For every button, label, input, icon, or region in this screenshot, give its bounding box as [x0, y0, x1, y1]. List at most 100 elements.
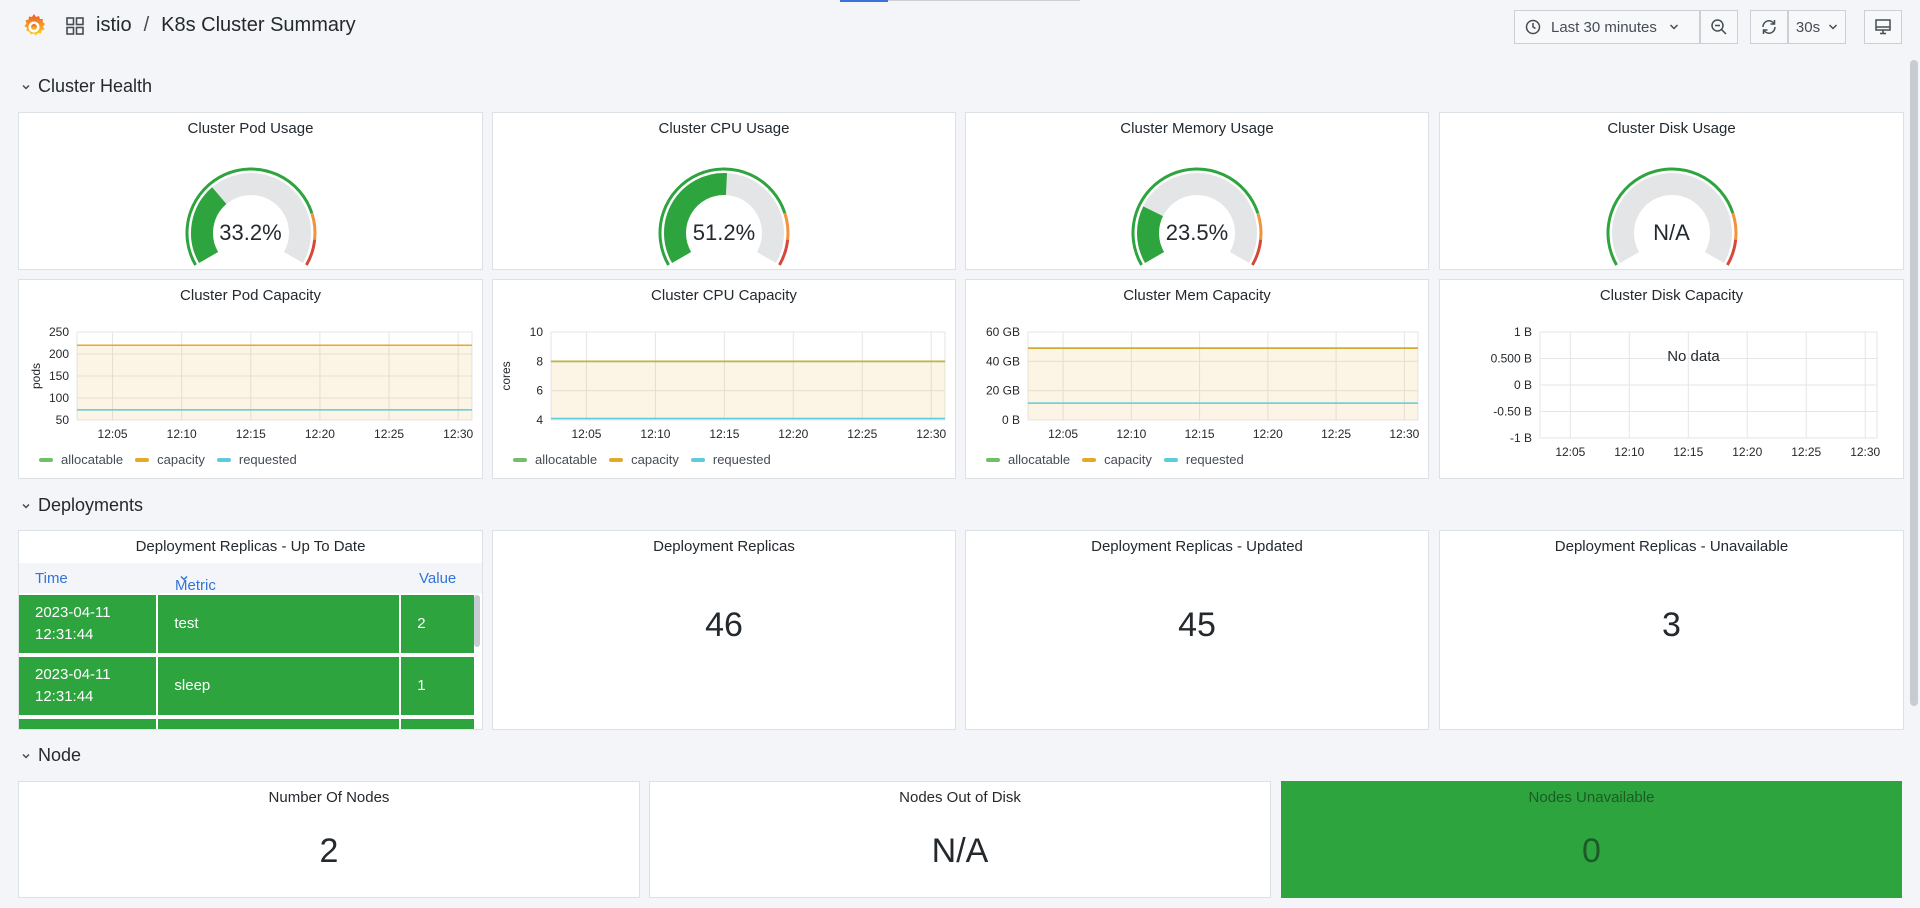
chevron-down-icon	[1829, 24, 1838, 30]
panel-nodes-out-of-disk[interactable]: Nodes Out of Disk N/A	[649, 781, 1271, 898]
row-cluster-health[interactable]: Cluster Health	[20, 76, 152, 97]
gauge-fill	[190, 187, 227, 263]
gauge-threshold-green	[1606, 167, 1734, 266]
cell-time: 2023-04-11 12:31:44	[19, 595, 159, 655]
panel-nodes-unavailable[interactable]: Nodes Unavailable 0	[1281, 781, 1902, 898]
cell-value	[401, 719, 474, 729]
panel-cluster-disk-usage[interactable]: Cluster Disk Usage N/A	[1439, 112, 1904, 270]
legend-item-allocatable[interactable]: allocatable	[986, 452, 1070, 467]
stat-value: 45	[1178, 606, 1216, 644]
chart-legend: allocatable capacity requested	[986, 452, 1256, 467]
x-tick-label: 12:15	[1185, 427, 1215, 440]
legend-item-requested[interactable]: requested	[216, 452, 297, 467]
panel-number-of-nodes[interactable]: Number Of Nodes 2	[18, 781, 640, 898]
panel-cluster-pod-usage[interactable]: Cluster Pod Usage 33.2%	[18, 112, 483, 270]
legend-item-requested[interactable]: requested	[690, 452, 771, 467]
table-row	[19, 719, 474, 729]
panel-deployment-replicas-unavailable[interactable]: Deployment Replicas - Unavailable 3	[1439, 530, 1904, 730]
stat-value: N/A	[931, 832, 989, 870]
y-tick-label: 40 GB	[986, 354, 1020, 368]
chart-plot[interactable]: 60 GB 40 GB 20 GB 0 B 12:05 12:10 12:15 12:20 12…	[966, 280, 1430, 440]
chart-grid: 1 B 0.500 B 0 B -0.50 B -1 B 12:05 12:10 12:15 1…	[1491, 325, 1881, 459]
panel-cluster-pod-capacity[interactable]: Cluster Pod Capacity 250 200 150 100 50 12:05…	[18, 279, 483, 479]
x-tick-label: 12:05	[1048, 427, 1078, 440]
breadcrumb-folder[interactable]: istio	[96, 14, 132, 36]
x-tick-label: 12:25	[847, 427, 877, 440]
chart-legend: allocatable capacity requested	[39, 452, 309, 467]
page-scrollbar[interactable]	[1910, 60, 1918, 706]
panel-title: Cluster CPU Usage	[658, 120, 790, 137]
table-scrollbar[interactable]	[474, 595, 480, 647]
no-data-label: No data	[1667, 348, 1720, 365]
row-node[interactable]: Node	[20, 745, 81, 766]
gauge-threshold-orange	[1256, 212, 1263, 240]
panel-title: Deployment Replicas	[653, 538, 795, 555]
refresh-icon	[1762, 20, 1776, 34]
refresh-button[interactable]	[1750, 10, 1788, 44]
row-title: Cluster Health	[38, 76, 153, 96]
tv-mode-button[interactable]	[1864, 10, 1902, 44]
legend-item-allocatable[interactable]: allocatable	[513, 452, 597, 467]
x-tick-label: 12:20	[1732, 445, 1762, 459]
x-tick-label: 12:30	[916, 427, 946, 440]
y-tick-label: -1 B	[1510, 431, 1532, 445]
panel-cluster-cpu-capacity[interactable]: Cluster CPU Capacity 10 8 6 4 12:05 12:10 12:1…	[492, 279, 956, 479]
row-title: Node	[38, 745, 82, 765]
top-navbar: istio / K8s Cluster Summary Last 30 minu…	[0, 0, 1920, 52]
panel-cluster-memory-usage[interactable]: Cluster Memory Usage 23.5%	[965, 112, 1429, 270]
y-tick-label: 4	[536, 413, 543, 427]
table-body[interactable]: 2023-04-11 12:31:44 test 2 2023-04-11 12…	[19, 595, 474, 729]
panel-deployment-replicas-up-to-date[interactable]: Deployment Replicas - Up To Date Time Me…	[18, 530, 483, 730]
x-tick-label: 12:15	[236, 427, 266, 440]
chart-plot[interactable]: 10 8 6 4 12:05 12:10 12:15 12:20 12:25 12:30 cores	[493, 280, 957, 440]
legend-item-requested[interactable]: requested	[1163, 452, 1244, 467]
y-tick-label: 0.500 B	[1491, 352, 1532, 366]
legend-item-capacity[interactable]: capacity	[609, 452, 679, 467]
chart-plot[interactable]: 250 200 150 100 50 12:05 12:10 12:15 12:20 12:25 1…	[19, 280, 484, 440]
gauge	[658, 167, 790, 266]
dashboard-title[interactable]: K8s Cluster Summary	[161, 14, 356, 36]
column-header-value[interactable]: Value	[419, 570, 457, 587]
table-row: 2023-04-11 12:31:44 test 2	[19, 595, 474, 657]
panel-cluster-disk-capacity[interactable]: Cluster Disk Capacity 1 B 0.500 B 0 B -0.50…	[1439, 279, 1904, 479]
monitor-icon	[1875, 19, 1891, 35]
gauge	[1606, 167, 1737, 266]
chart-legend: allocatable capacity requested	[513, 452, 783, 467]
y-tick-label: 200	[49, 347, 69, 361]
panel-title: Deployment Replicas - Updated	[1091, 538, 1303, 555]
x-tick-label: 12:30	[443, 427, 473, 440]
y-tick-label: -0.50 B	[1493, 405, 1532, 419]
stat-value: 2	[319, 832, 339, 870]
panel-title: Cluster CPU Capacity	[651, 287, 797, 304]
zoom-out-button[interactable]	[1700, 10, 1738, 44]
refresh-interval-picker[interactable]: 30s	[1788, 10, 1846, 44]
panel-deployment-replicas-updated[interactable]: Deployment Replicas - Updated 45	[965, 530, 1429, 730]
panel-cluster-cpu-usage[interactable]: Cluster CPU Usage 51.2%	[492, 112, 956, 270]
gauge	[185, 167, 316, 266]
y-tick-label: 50	[56, 413, 70, 427]
gauge-threshold-orange	[783, 212, 790, 240]
gauge-value: 51.2%	[692, 220, 756, 245]
legend-item-capacity[interactable]: capacity	[135, 452, 205, 467]
chevron-down-icon	[1669, 24, 1678, 30]
chart-grid: 250 200 150 100 50 12:05 12:10 12:15 12:20 12:25 1…	[49, 325, 474, 440]
gauge-threshold-green	[185, 167, 313, 266]
time-range-picker[interactable]: Last 30 minutes	[1514, 10, 1700, 44]
column-header-metric[interactable]: Metric	[175, 570, 216, 594]
x-tick-label: 12:20	[305, 427, 335, 440]
column-header-time[interactable]: Time	[35, 570, 68, 587]
y-tick-label: 0 B	[1002, 413, 1020, 427]
x-tick-label: 12:25	[1791, 445, 1821, 459]
y-tick-label: 10	[530, 325, 544, 339]
y-tick-label: 0 B	[1514, 378, 1532, 392]
gauge-threshold-green	[658, 167, 787, 266]
legend-item-allocatable[interactable]: allocatable	[39, 452, 123, 467]
grafana-logo-icon[interactable]	[20, 12, 48, 40]
panel-deployment-replicas[interactable]: Deployment Replicas 46	[492, 530, 956, 730]
row-deployments[interactable]: Deployments	[20, 495, 143, 516]
legend-item-capacity[interactable]: capacity	[1082, 452, 1152, 467]
panel-cluster-mem-capacity[interactable]: Cluster Mem Capacity 60 GB 40 GB 20 GB 0 B 1…	[965, 279, 1429, 479]
cell-time	[19, 719, 159, 729]
cell-value: 1	[401, 657, 474, 717]
chart-plot[interactable]: 1 B 0.500 B 0 B -0.50 B -1 B 12:05 12:10 12:15 1…	[1440, 280, 1905, 480]
